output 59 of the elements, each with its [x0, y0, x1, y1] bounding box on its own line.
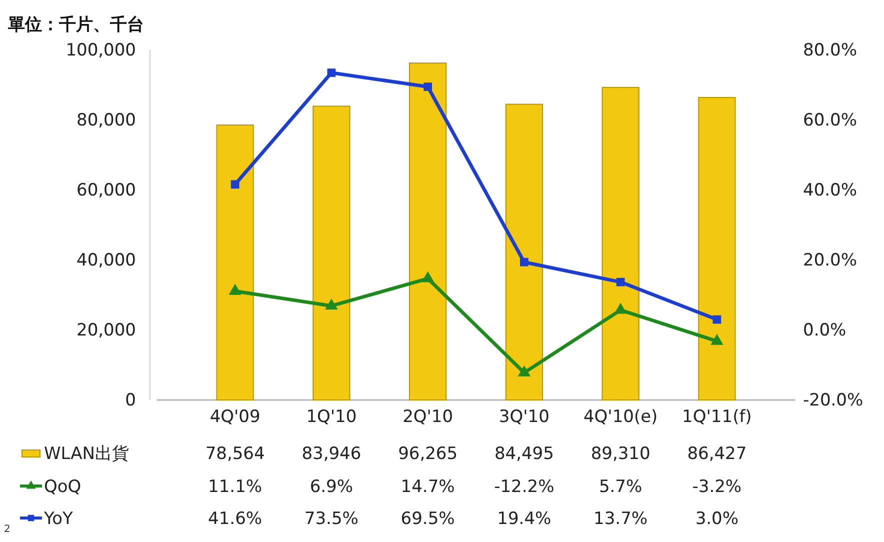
bar — [312, 106, 350, 400]
data-label: 69.5% — [400, 509, 455, 529]
text: 單位：千片、千台 — [7, 15, 144, 35]
x-tick-label: 4Q'10(e) — [583, 407, 658, 428]
point — [712, 315, 722, 324]
y2-tick-label: 0.0% — [803, 320, 846, 340]
y-tick-label: 80,000 — [76, 110, 136, 130]
point — [616, 278, 625, 286]
point — [520, 258, 528, 266]
data-label: 83,946 — [302, 444, 362, 464]
point — [424, 82, 432, 91]
bar — [409, 62, 447, 400]
point — [614, 302, 627, 314]
bar — [505, 104, 543, 400]
data-label: 89,310 — [590, 444, 650, 464]
x-tick-label: 1Q'11(f) — [682, 407, 752, 428]
legend-label: YoY — [43, 509, 74, 529]
point — [518, 365, 531, 376]
data-label: 96,265 — [398, 444, 458, 464]
x-tick-label: 2Q'10 — [402, 407, 454, 428]
point — [710, 334, 724, 345]
bar — [216, 124, 254, 400]
data-label: 19.4% — [497, 509, 552, 529]
text: 2 — [4, 524, 10, 535]
data-label: 86,427 — [687, 444, 747, 464]
y-tick-label: 100,000 — [66, 40, 136, 60]
x-tick-label: 4Q'09 — [210, 407, 260, 428]
point — [327, 68, 336, 77]
point — [421, 271, 434, 282]
y2-tick-label: 80.0% — [803, 40, 858, 60]
data-label: 14.7% — [400, 477, 455, 497]
x-tick-label: 1Q'10 — [306, 407, 357, 428]
bar — [698, 97, 736, 400]
data-label: 73.5% — [304, 509, 358, 529]
point — [325, 298, 338, 310]
x-tick-label: 3Q'10 — [498, 407, 550, 428]
y-tick-label: 40,000 — [76, 250, 136, 270]
y2-tick-label: 40.0% — [803, 180, 858, 200]
data-label: 6.9% — [310, 477, 354, 497]
y2-tick-label: 20.0% — [803, 250, 858, 270]
data-label: 5.7% — [598, 477, 642, 497]
data-label: 84,495 — [494, 444, 554, 464]
legend-label: QoQ — [44, 477, 82, 497]
point — [228, 284, 242, 295]
data-label: 78,564 — [205, 444, 265, 464]
legend-label: WLAN出貨 — [44, 444, 130, 464]
y-tick-label: 20,000 — [76, 320, 136, 340]
y2-tick-label: 60.0% — [803, 110, 858, 130]
data-label: -3.2% — [692, 477, 742, 497]
data-label: 13.7% — [594, 509, 648, 529]
data-label: -12.2% — [494, 477, 554, 497]
y2-tick-label: -20.0% — [803, 390, 864, 410]
data-label: 41.6% — [208, 509, 262, 529]
bar — [602, 86, 640, 400]
data-label: 3.0% — [695, 509, 739, 529]
data-label: 11.1% — [208, 477, 262, 497]
y-tick-label: 60,000 — [76, 180, 136, 200]
y-tick-label: 0 — [125, 390, 136, 410]
point — [230, 180, 240, 189]
